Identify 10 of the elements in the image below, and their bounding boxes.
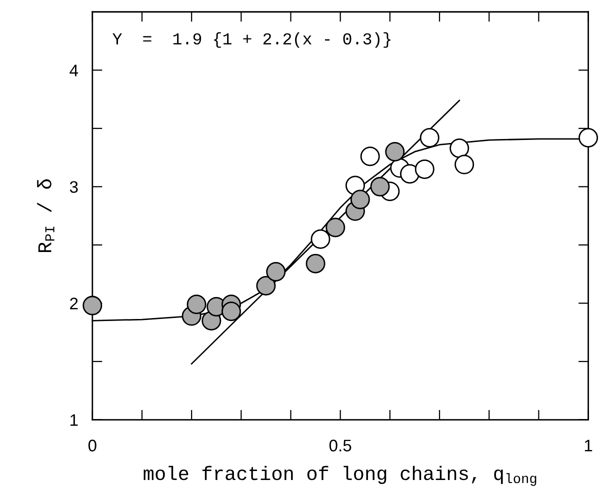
x-tick-label: 0 <box>88 440 96 452</box>
y-tick-label: 2 <box>70 298 78 310</box>
x-tick-label: 1 <box>584 440 592 452</box>
x-axis-title: mole fraction of long chains, q$_{long}$ <box>144 466 536 486</box>
y-tick-label: 1 <box>70 414 78 426</box>
y-axis-title: R$_{PI}$ / δ <box>37 179 54 252</box>
x-tick-label: 0.5 <box>329 440 352 452</box>
y-tick-label: 3 <box>70 181 78 193</box>
annotation: Y = 1.9 {1 + 2.2(x - 0.3)} <box>112 32 390 48</box>
y-tick-label: 4 <box>70 64 78 76</box>
